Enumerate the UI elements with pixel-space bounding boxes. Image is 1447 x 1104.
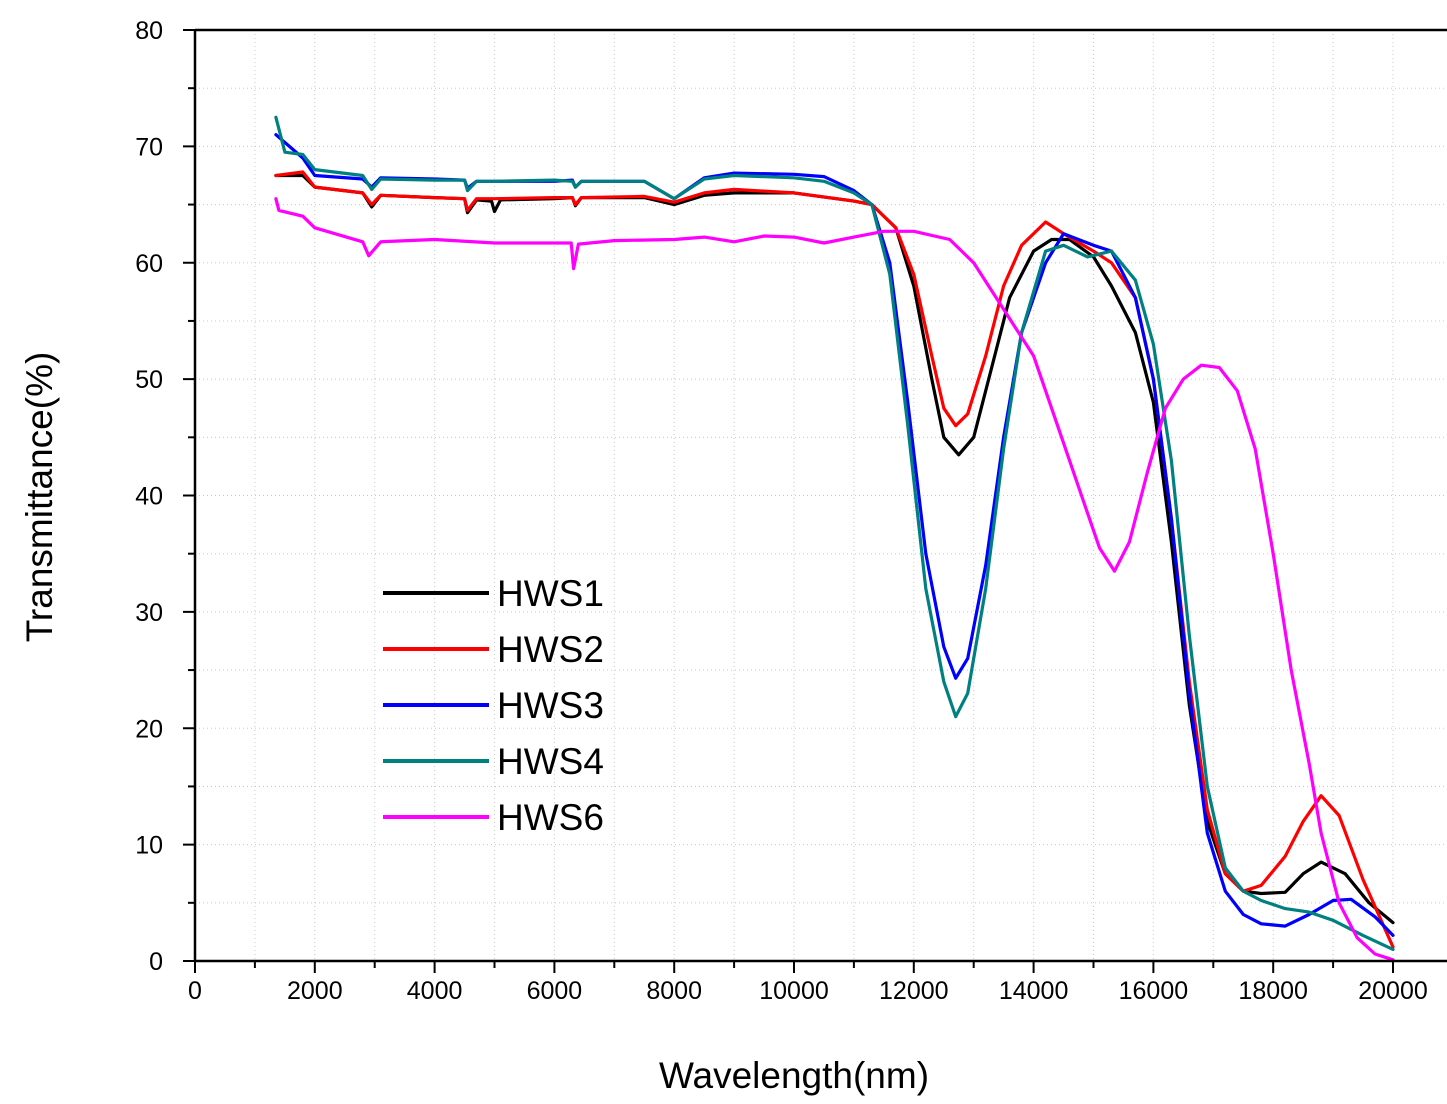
series-line-hws4 — [274, 115, 1395, 951]
x-axis-title: Wavelength(nm) — [659, 1055, 929, 1096]
series-line-hws1 — [274, 173, 1395, 925]
x-tick-label: 6000 — [527, 977, 583, 1005]
y-tick-label: 70 — [135, 133, 163, 161]
y-tick-label: 60 — [135, 250, 163, 278]
y-tick-label: 30 — [135, 599, 163, 627]
x-tick-label: 2000 — [287, 977, 343, 1005]
x-tick-label: 12000 — [879, 977, 949, 1005]
legend-label-hws4: HWS4 — [497, 741, 604, 782]
y-tick-label: 20 — [135, 715, 163, 743]
y-axis-title: Transmittance(%) — [19, 352, 60, 643]
legend-label-hws6: HWS6 — [497, 797, 604, 838]
x-tick-label: 0 — [188, 977, 202, 1005]
series-line-hws2 — [274, 170, 1395, 949]
legend-label-hws2: HWS2 — [497, 629, 604, 670]
x-tick-label: 10000 — [759, 977, 829, 1005]
x-tick-label: 14000 — [999, 977, 1069, 1005]
legend-label-hws3: HWS3 — [497, 685, 604, 726]
series-lines — [274, 115, 1395, 962]
y-tick-label: 80 — [135, 17, 163, 45]
x-tick-label: 8000 — [646, 977, 702, 1005]
legend-label-hws1: HWS1 — [497, 573, 604, 614]
x-tick-label: 4000 — [407, 977, 463, 1005]
x-tick-label: 20000 — [1358, 977, 1428, 1005]
y-tick-label: 50 — [135, 366, 163, 394]
y-tick-label: 0 — [149, 948, 163, 976]
x-tick-label: 16000 — [1119, 977, 1189, 1005]
legend: HWS1 HWS2 HWS3 HWS4 HWS6 — [383, 573, 604, 838]
series-line-hws6 — [274, 197, 1395, 962]
grid-lines — [195, 30, 1447, 961]
y-tick-label: 10 — [135, 832, 163, 860]
x-tick-label: 18000 — [1238, 977, 1308, 1005]
axis-ticks: 0 2000 4000 6000 8000 10000 12000 14000 16000 180… — [135, 17, 1428, 1005]
y-tick-label: 40 — [135, 483, 163, 511]
